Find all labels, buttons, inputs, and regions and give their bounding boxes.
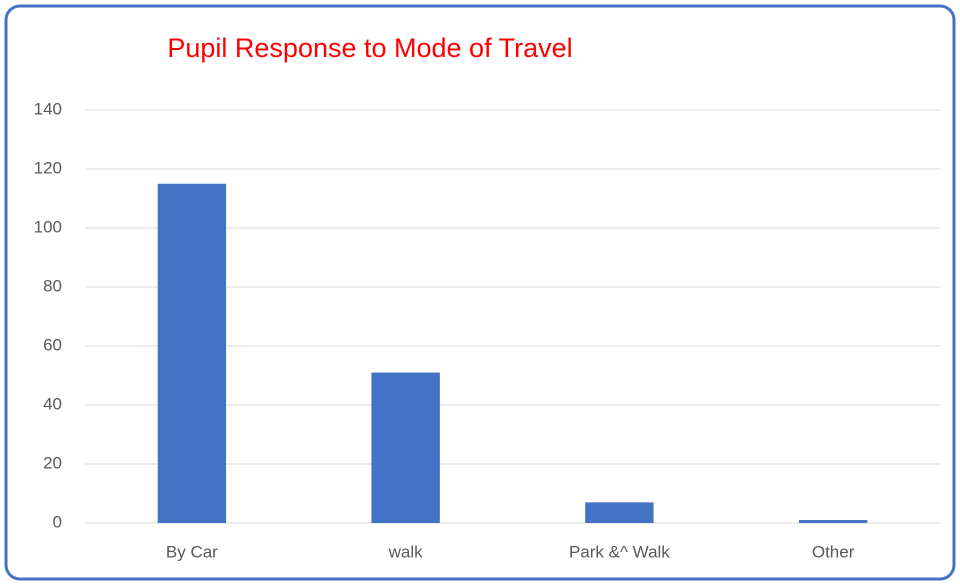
y-tick-label: 40 [43, 394, 62, 413]
bar [157, 183, 227, 523]
bar [798, 520, 868, 523]
chart-frame [4, 4, 956, 581]
y-tick-label: 100 [34, 217, 62, 236]
y-tick-label: 140 [34, 99, 62, 118]
bar [585, 502, 654, 523]
x-tick-label: Park &^ Walk [569, 542, 670, 561]
y-tick-label: 80 [43, 276, 62, 295]
x-tick-label: walk [388, 542, 424, 561]
y-tick-label: 0 [53, 512, 62, 531]
x-tick-label: By Car [166, 542, 218, 561]
y-tick-label: 120 [34, 158, 62, 177]
bar [371, 372, 440, 523]
y-tick-label: 60 [43, 335, 62, 354]
chart-title: Pupil Response to Mode of Travel [167, 33, 572, 63]
y-tick-label: 20 [43, 453, 62, 472]
x-tick-label: Other [812, 542, 855, 561]
